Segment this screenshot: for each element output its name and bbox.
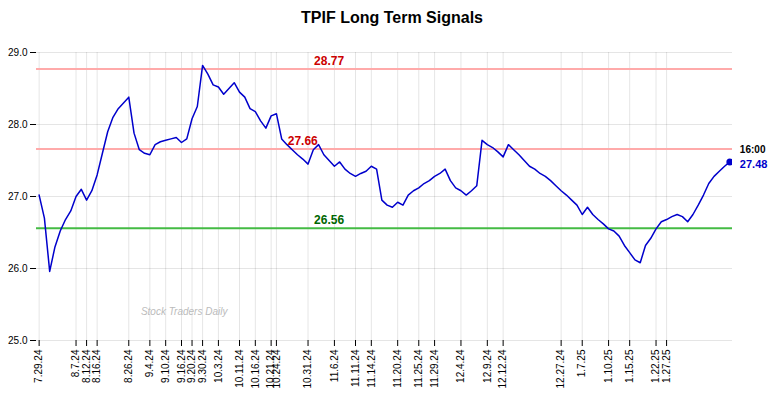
svg-text:12.9.24: 12.9.24 xyxy=(482,349,493,383)
svg-text:29.0: 29.0 xyxy=(8,47,28,58)
svg-text:10.11.24: 10.11.24 xyxy=(234,349,245,388)
svg-text:1.7.25: 1.7.25 xyxy=(576,349,587,377)
svg-text:28.77: 28.77 xyxy=(314,54,344,68)
svg-text:8.12.24: 8.12.24 xyxy=(81,349,92,383)
svg-text:11.29.24: 11.29.24 xyxy=(429,349,440,388)
svg-text:10.24.24: 10.24.24 xyxy=(271,349,282,388)
svg-text:1.10.25: 1.10.25 xyxy=(603,349,614,383)
svg-text:9.16.24: 9.16.24 xyxy=(176,349,187,383)
svg-text:9.10.24: 9.10.24 xyxy=(160,349,171,383)
svg-text:11.20.24: 11.20.24 xyxy=(392,349,403,388)
svg-text:8.7.24: 8.7.24 xyxy=(70,349,81,377)
svg-text:9.30.24: 9.30.24 xyxy=(197,349,208,383)
svg-text:9.4.24: 9.4.24 xyxy=(144,349,155,377)
svg-text:11.25.24: 11.25.24 xyxy=(413,349,424,388)
svg-text:10.3.24: 10.3.24 xyxy=(213,349,224,383)
svg-text:Stock Traders Daily: Stock Traders Daily xyxy=(141,306,229,317)
svg-text:8.26.24: 8.26.24 xyxy=(123,349,134,383)
svg-text:25.0: 25.0 xyxy=(8,335,28,346)
svg-text:16:00: 16:00 xyxy=(740,144,766,155)
svg-text:26.0: 26.0 xyxy=(8,263,28,274)
svg-text:8.16.24: 8.16.24 xyxy=(91,349,102,383)
svg-text:28.0: 28.0 xyxy=(8,119,28,130)
svg-text:1.27.25: 1.27.25 xyxy=(661,349,672,383)
svg-text:1.15.25: 1.15.25 xyxy=(624,349,635,383)
svg-text:1.22.25: 1.22.25 xyxy=(650,349,661,383)
svg-text:10.31.24: 10.31.24 xyxy=(302,349,313,388)
svg-text:26.56: 26.56 xyxy=(314,213,344,227)
svg-text:11.6.24: 11.6.24 xyxy=(329,349,340,382)
svg-text:11.11.24: 11.11.24 xyxy=(350,349,361,387)
svg-text:27.66: 27.66 xyxy=(288,134,318,148)
svg-text:11.14.24: 11.14.24 xyxy=(366,349,377,388)
svg-text:12.4.24: 12.4.24 xyxy=(455,349,466,383)
svg-text:12.12.24: 12.12.24 xyxy=(497,349,508,388)
svg-text:7.29.24: 7.29.24 xyxy=(33,349,44,383)
html-text:TPIF Long Term Signals: TPIF Long Term Signals xyxy=(301,9,483,26)
svg-text:27.0: 27.0 xyxy=(8,191,28,202)
svg-text:9.20.24: 9.20.24 xyxy=(186,349,197,383)
svg-text:12.27.24: 12.27.24 xyxy=(555,349,566,388)
svg-text:27.48: 27.48 xyxy=(740,158,768,170)
svg-text:10.16.24: 10.16.24 xyxy=(250,349,261,388)
